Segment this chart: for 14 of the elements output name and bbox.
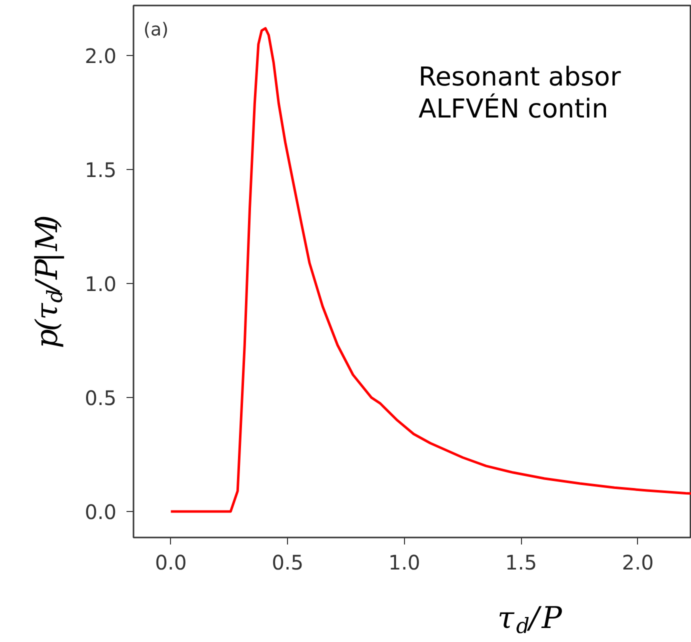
x-tick-label: 0.5 xyxy=(272,550,304,574)
y-tick-label: 1.5 xyxy=(84,158,117,182)
y-tick-label: 1.0 xyxy=(84,272,117,296)
x-tick-label: 1.5 xyxy=(505,550,537,574)
annotation: (a) xyxy=(144,20,169,40)
annotation: Resonant absor xyxy=(418,62,622,92)
annotation: ALFVÉN contin xyxy=(418,92,608,124)
x-tick-label: 0.0 xyxy=(154,550,187,574)
y-tick-label: 2.0 xyxy=(84,44,117,68)
x-tick-label: 2.0 xyxy=(622,550,654,574)
y-tick-label: 0.0 xyxy=(84,500,117,524)
x-tick-label: 1.0 xyxy=(388,550,420,574)
line-series xyxy=(170,27,691,513)
y-tick-label: 0.5 xyxy=(84,386,117,410)
